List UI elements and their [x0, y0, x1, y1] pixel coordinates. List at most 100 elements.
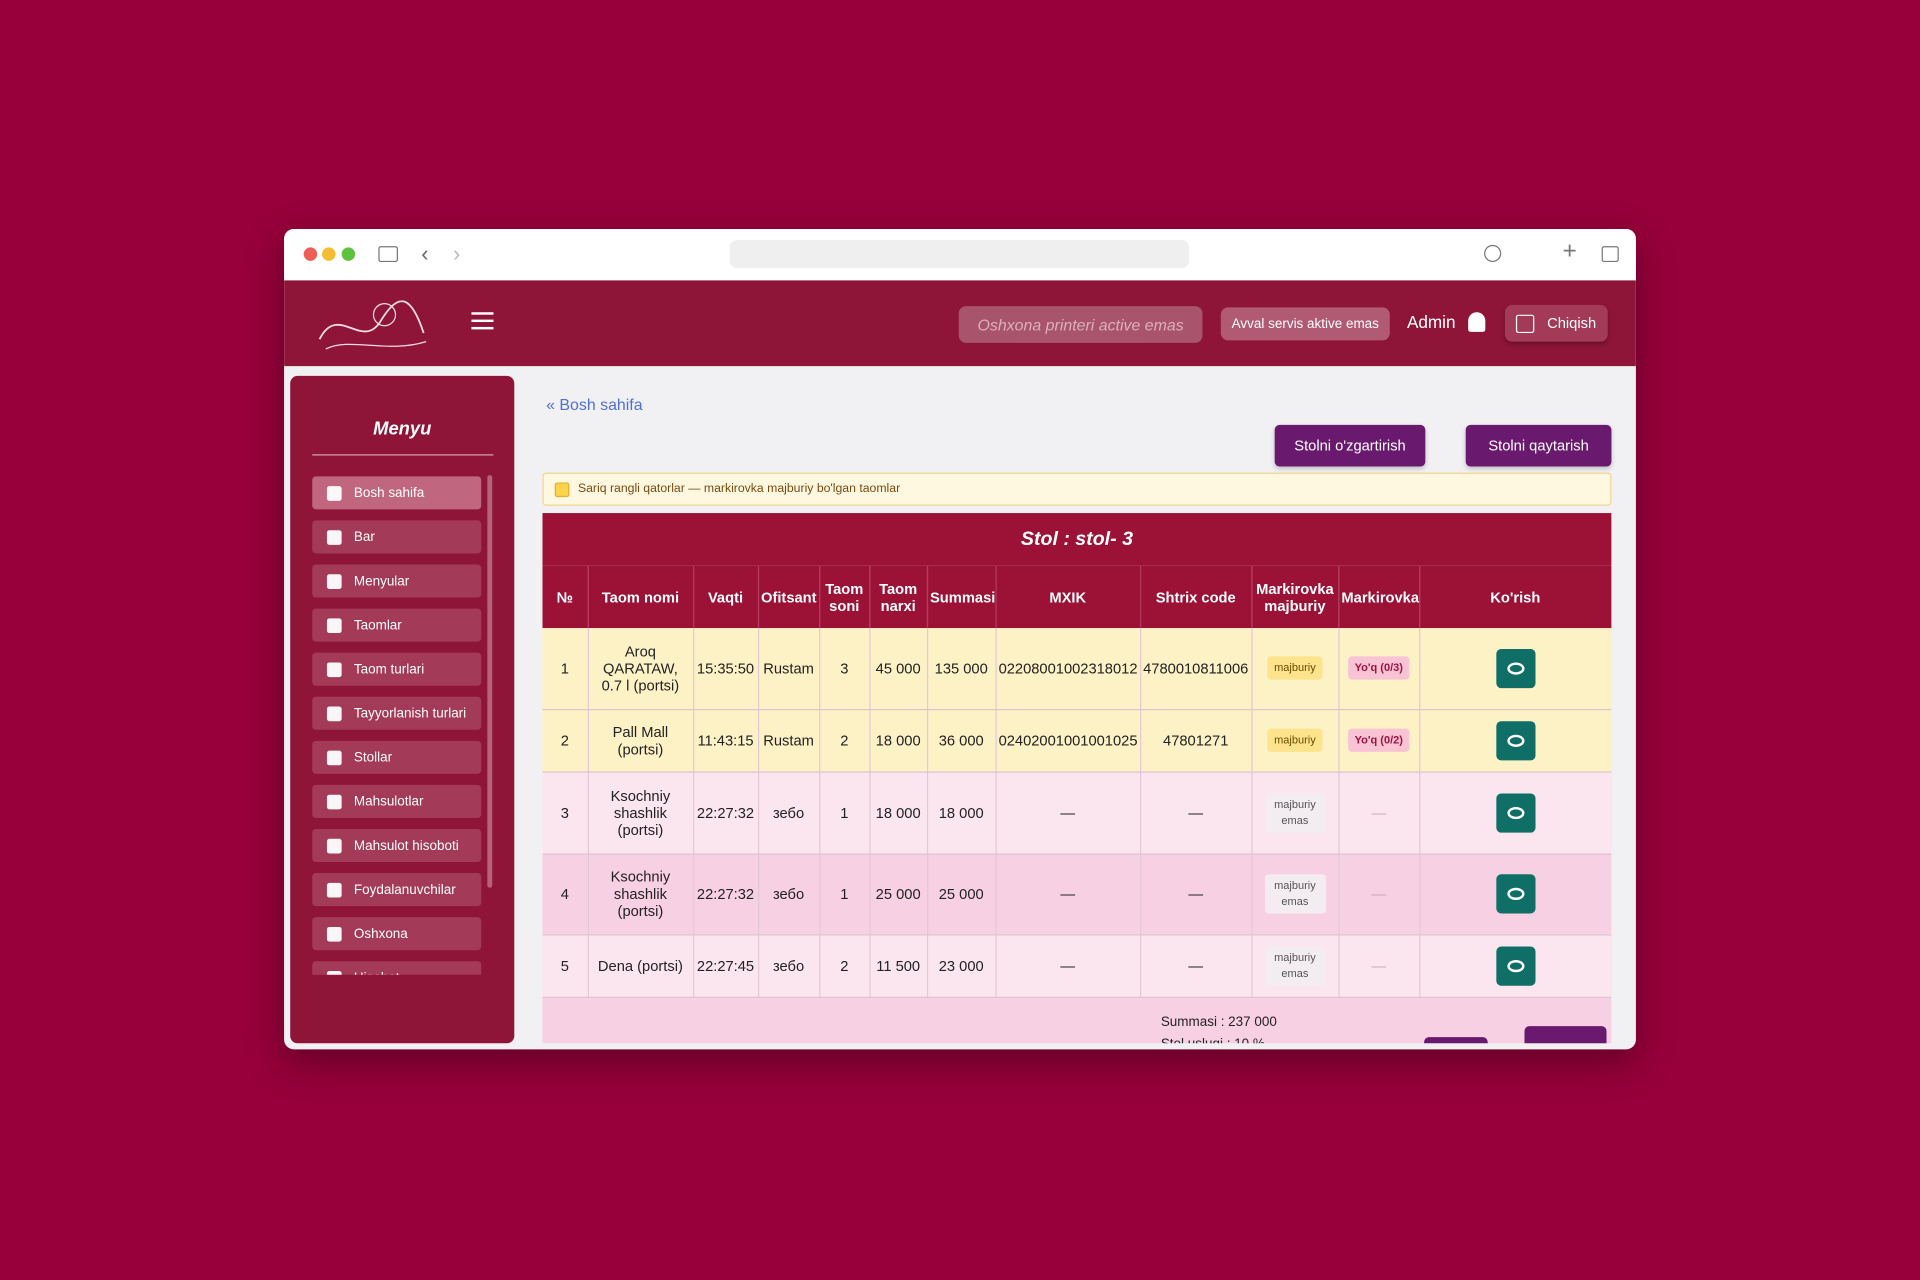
table-cell: 18 000 [869, 708, 928, 773]
footer-button[interactable] [1524, 1025, 1607, 1044]
cell-text: 1 [560, 659, 569, 677]
menu-item[interactable]: Foydalanuvchilar [312, 873, 482, 907]
user-icon[interactable] [1468, 312, 1486, 332]
scrollbar[interactable] [487, 475, 493, 888]
close-button[interactable] [303, 247, 318, 261]
menu-item[interactable]: Mahsulot hisoboti [312, 828, 482, 863]
breadcrumb[interactable]: « Bosh sahifa [546, 396, 642, 414]
cell-text: 1 [840, 803, 849, 822]
cell-text: 22:27:45 [696, 956, 755, 975]
logo[interactable] [313, 290, 435, 356]
menu-item[interactable]: Mahsulotlar [312, 784, 482, 818]
menu-item[interactable]: Tayyorlanish turlari [312, 696, 482, 730]
menu-label: Oshxona [353, 926, 408, 942]
column-header: Taom narxi [869, 565, 928, 629]
menu-icon [326, 529, 342, 545]
view-cell [1419, 934, 1612, 998]
menu-item[interactable]: Stollar [312, 740, 482, 774]
cell-text: 11:43:15 [697, 731, 754, 749]
tabs-button[interactable] [1601, 246, 1619, 263]
table-row: 1 Aroq QARATAW, 0.7 l (portsi) 15:35:50 Rus… [542, 628, 1612, 710]
menu-label: Stollar [353, 750, 393, 765]
view-button[interactable] [1495, 792, 1535, 833]
cell-text: — [1060, 885, 1076, 903]
return-table-button[interactable]: Stolni qaytarish [1465, 424, 1612, 467]
cell-text: 3 [560, 803, 569, 822]
table-row: 4 Ksochniy shashlik (portsi) 22:27:32 зебо 1… [542, 853, 1612, 935]
table-title: Stol : stol- 3 [542, 513, 1612, 566]
menu-item[interactable]: Hisobot [312, 961, 482, 975]
column-header: MXIK [995, 565, 1141, 629]
footer-button[interactable] [1424, 1036, 1488, 1044]
menu-item[interactable]: Bar [312, 520, 482, 554]
cell-text: 25 000 [875, 885, 921, 903]
user-name[interactable]: Admin [1406, 312, 1456, 332]
cell-text: 5 [560, 956, 569, 975]
cell-text: 11 500 [876, 956, 921, 975]
cell-text: 4 [560, 885, 569, 903]
table-cell: 25 000 [869, 853, 928, 935]
view-cell [1419, 853, 1612, 935]
browser-window: ‹ › + Oshxona printeri active emas Avval… [284, 228, 1636, 1050]
table-cell: 45 000 [869, 628, 928, 710]
menu-icon [326, 573, 342, 589]
breadcrumb-link[interactable]: Bosh sahifa [559, 395, 643, 414]
column-header: Markirovka majburiy [1251, 565, 1339, 629]
logout-button[interactable]: Chiqish [1504, 304, 1608, 342]
downloads-button[interactable] [1484, 244, 1502, 263]
notice-swatch [554, 481, 570, 497]
menu-item[interactable]: Oshxona [312, 917, 482, 951]
menu-icon [326, 794, 342, 809]
table-cell: — [1338, 934, 1420, 998]
forward-button[interactable]: › [453, 241, 461, 266]
menu-toggle[interactable] [471, 312, 494, 315]
view-button[interactable] [1495, 874, 1535, 914]
view-button[interactable] [1495, 945, 1535, 986]
table-cell: 23 000 [926, 934, 997, 998]
cell-text: — [1188, 803, 1204, 822]
marking-required-badge: majburiy emas [1264, 874, 1326, 914]
sidebar-toggle[interactable] [378, 246, 398, 263]
zoom-button[interactable] [341, 247, 356, 261]
menu-item[interactable]: Bosh sahifa [312, 476, 482, 510]
table-cell: Ksochniy shashlik (portsi) [587, 771, 694, 855]
marking-status: — [1371, 956, 1387, 975]
table-cell: 36 000 [926, 708, 997, 773]
view-button[interactable] [1495, 648, 1535, 688]
table-cell: 3 [542, 771, 589, 855]
cell-text: 36 000 [938, 731, 984, 749]
logout-label: Chiqish [1547, 314, 1597, 332]
table-cell: зебо [757, 934, 820, 998]
cell-text: 2 [840, 731, 849, 749]
table-row: 2 Pall Mall (portsi) 11:43:15 Rustam 2 18 000… [542, 708, 1612, 773]
table-cell: 47801271 [1140, 708, 1253, 773]
menu-item[interactable]: Taom turlari [312, 652, 482, 686]
cell-text: Pall Mall (portsi) [612, 723, 669, 758]
menu-item[interactable]: Taomlar [312, 608, 482, 642]
table-cell: 2 [542, 708, 589, 773]
menu-label: Taom turlari [353, 661, 425, 677]
column-header: Ko'rish [1419, 565, 1612, 629]
cell-text: 1 [840, 885, 849, 903]
table-cell: 22:27:32 [693, 853, 759, 935]
minimize-button[interactable] [322, 247, 336, 261]
menu-list: Bosh sahifa Bar Menyular Taomlar Taom turlar… [290, 474, 514, 975]
column-header: Ofitsant [757, 565, 820, 629]
cell-text: зебо [772, 803, 805, 822]
sidebar: Menyu Bosh sahifa Bar Menyular Taomlar Taom … [290, 375, 515, 1044]
table-cell: 22:27:45 [693, 934, 759, 998]
address-bar[interactable] [729, 240, 1189, 269]
menu-item[interactable]: Menyular [312, 564, 482, 598]
back-button[interactable]: ‹ [421, 241, 429, 266]
column-header: Summasi [926, 565, 997, 629]
table-cell: Yo'q (0/2) [1338, 708, 1420, 773]
new-tab-button[interactable]: + [1562, 237, 1577, 265]
change-table-button[interactable]: Stolni o'zgartirish [1274, 424, 1426, 467]
cell-text: 45 000 [875, 659, 921, 677]
table-cell: — [1338, 771, 1420, 855]
service-status: Avval servis aktive emas [1220, 307, 1390, 341]
view-button[interactable] [1495, 720, 1535, 760]
cell-text: 18 000 [875, 803, 921, 822]
breadcrumb-icon: « [546, 395, 560, 414]
cell-text: зебо [772, 885, 805, 903]
